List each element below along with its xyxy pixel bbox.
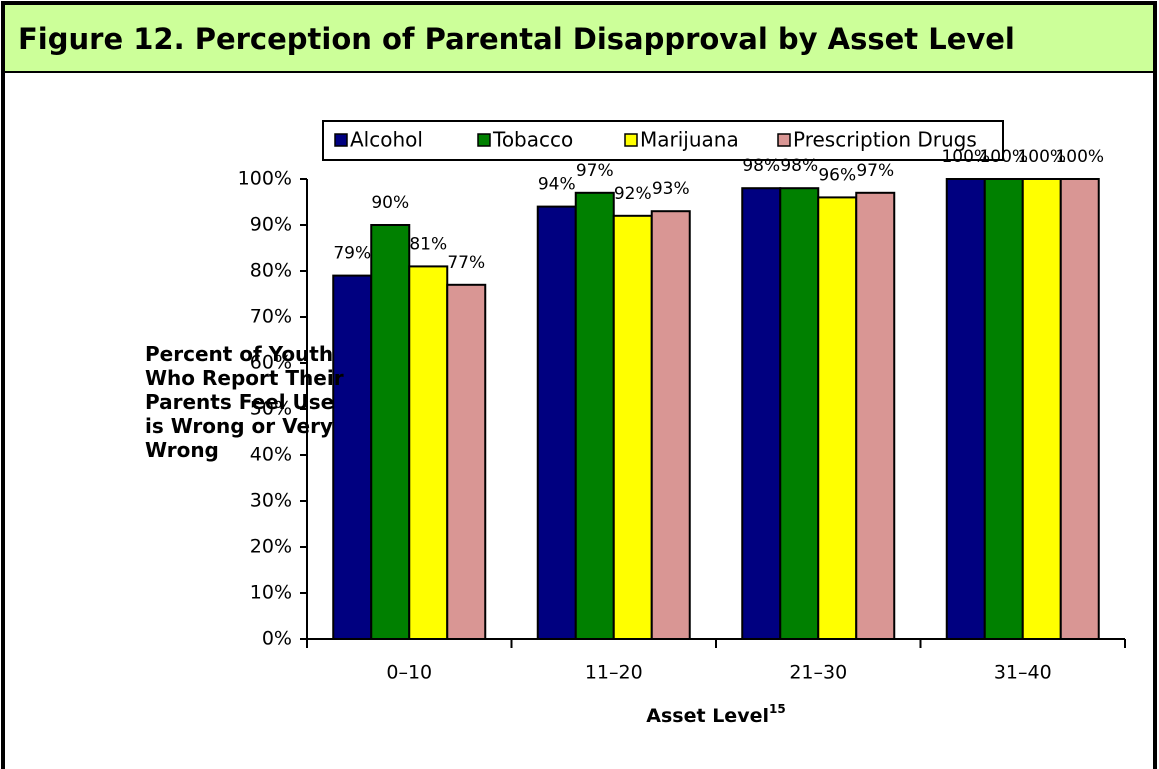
bar (1059, 178, 1100, 640)
value-label: 100% (941, 147, 990, 167)
y-tick-label: 60% (250, 352, 292, 374)
bar (1021, 178, 1062, 640)
x-axis-label: Asset Level15 (646, 702, 785, 727)
value-label: 92% (614, 184, 652, 204)
value-label: 81% (409, 234, 447, 254)
value-label: 96% (818, 165, 856, 185)
value-label: 98% (780, 156, 818, 176)
y-tick-label: 80% (250, 260, 292, 282)
legend-swatch (777, 133, 791, 147)
value-label: 97% (856, 161, 894, 181)
y-tick-label: 10% (250, 582, 292, 604)
bar (855, 191, 896, 641)
legend-swatch (477, 133, 491, 147)
y-tick-label: 30% (250, 490, 292, 512)
bar (612, 214, 653, 641)
bar (983, 178, 1024, 640)
x-axis-title: Asset Level (646, 705, 769, 727)
bar (650, 210, 691, 640)
bar (536, 205, 577, 640)
legend-swatch (334, 133, 348, 147)
legend-swatch (624, 133, 638, 147)
x-axis-footnote: 15 (769, 702, 786, 716)
legend-label: Prescription Drugs (793, 128, 977, 152)
y-tick-label: 0% (262, 628, 292, 650)
y-tick-label: 40% (250, 444, 292, 466)
chart-title: Figure 12. Perception of Parental Disapp… (18, 22, 1015, 56)
y-tick-label: 70% (250, 306, 292, 328)
value-label: 79% (333, 244, 371, 264)
value-label: 98% (742, 156, 780, 176)
y-tick-label: 20% (250, 536, 292, 558)
y-tick-label: 100% (238, 168, 292, 190)
bar (817, 196, 858, 640)
bar (741, 187, 782, 640)
value-label: 94% (538, 175, 576, 195)
x-tick-label: 11–20 (585, 662, 643, 684)
x-tick-label: 21–30 (789, 662, 847, 684)
y-tick-label: 90% (250, 214, 292, 236)
value-label: 90% (371, 193, 409, 213)
bar (332, 274, 373, 640)
header-band (5, 5, 1153, 71)
value-label: 77% (447, 253, 485, 273)
value-label: 100% (1055, 147, 1104, 167)
bar (370, 224, 411, 640)
legend-label: Tobacco (492, 128, 573, 152)
y-tick-label: 50% (250, 398, 292, 420)
value-label: 100% (1017, 147, 1066, 167)
value-label: 93% (652, 179, 690, 199)
x-tick-label: 0–10 (386, 662, 432, 684)
legend-label: Marijuana (640, 128, 739, 152)
bar (574, 191, 615, 641)
bar (446, 283, 487, 640)
bar (779, 187, 820, 640)
legend-box (322, 120, 1004, 161)
bar (945, 178, 986, 640)
value-label: 97% (576, 161, 614, 181)
legend-label: Alcohol (350, 128, 423, 152)
x-tick-label: 31–40 (994, 662, 1052, 684)
bar (408, 265, 449, 640)
y-axis-label: Percent of Youth Who Report Their Parent… (145, 342, 344, 462)
value-label: 100% (979, 147, 1028, 167)
